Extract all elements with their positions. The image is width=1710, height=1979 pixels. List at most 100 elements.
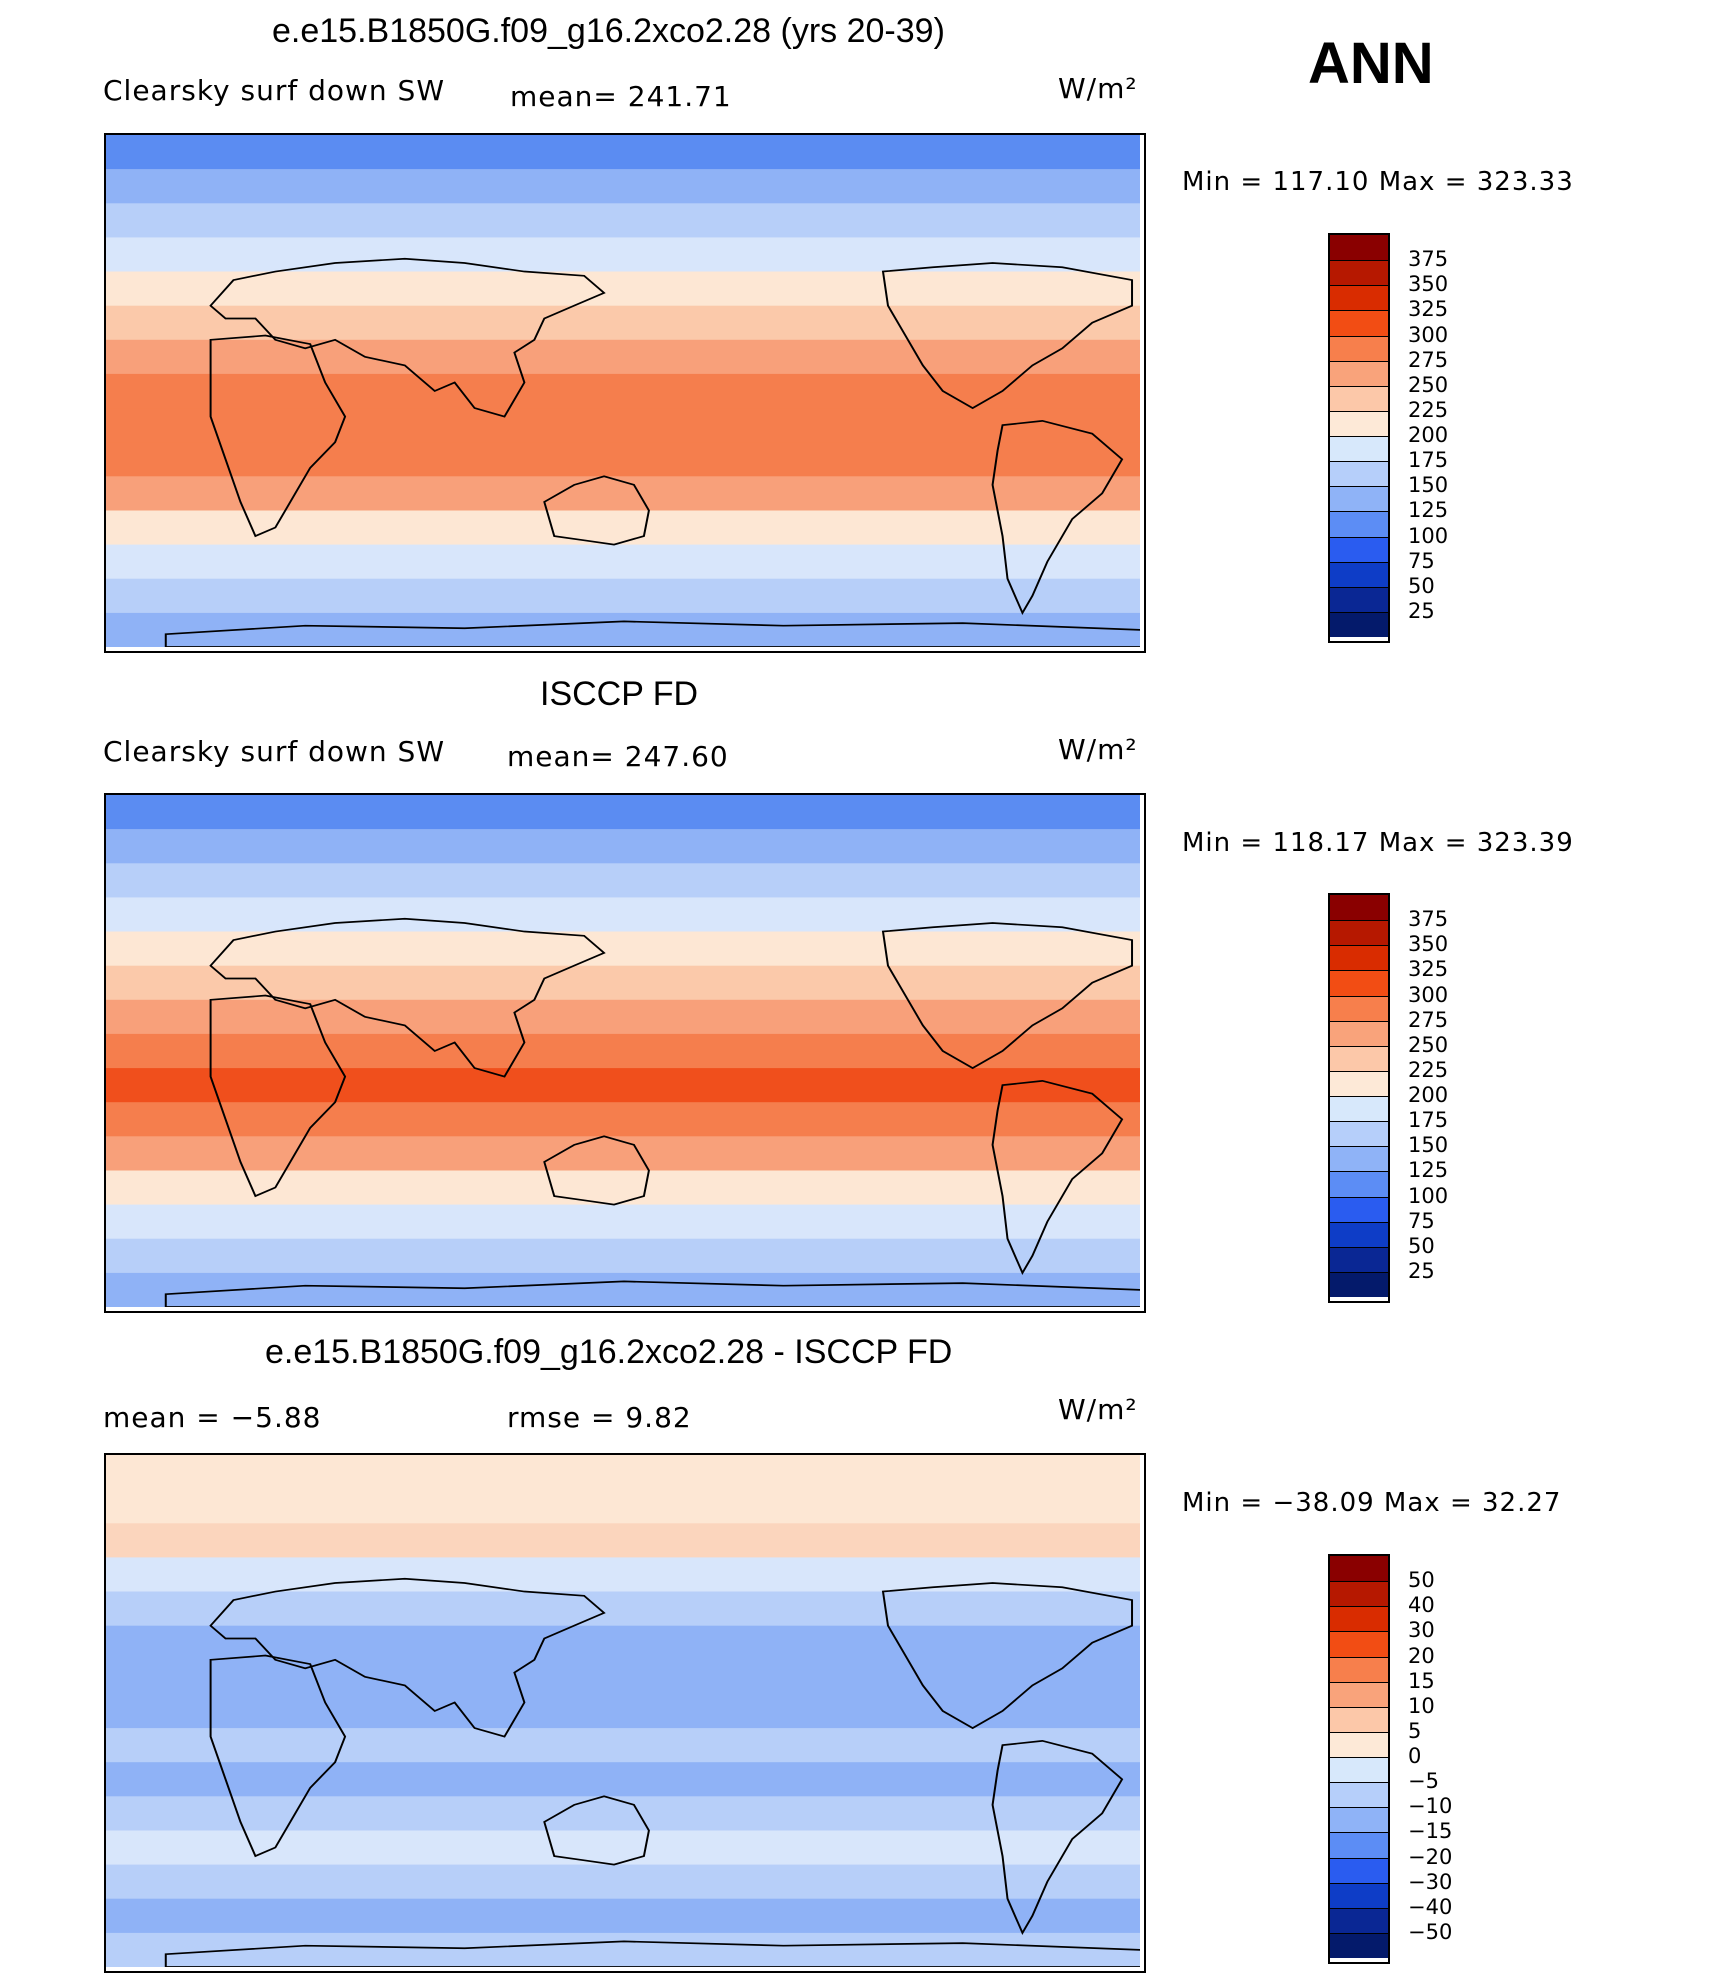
colorbar-tick-label: 375 — [1408, 247, 1449, 272]
mean-label: mean = −5.88 — [103, 1401, 322, 1434]
colorbar-box — [1330, 1706, 1388, 1732]
colorbar-box — [1330, 360, 1388, 386]
coastline — [209, 917, 606, 1078]
colorbar-box — [1330, 461, 1388, 487]
contour-band — [106, 1523, 1140, 1559]
contour-band — [106, 1625, 1140, 1661]
colorbar-box — [1330, 1932, 1388, 1958]
contour-band — [106, 1728, 1140, 1764]
colorbar-tick-label: 125 — [1408, 498, 1449, 523]
units-label: W/m² — [1058, 1393, 1138, 1426]
colorbar-box — [1330, 511, 1388, 537]
contour-band — [106, 1170, 1140, 1206]
contour-band — [106, 1762, 1140, 1798]
map-panel — [104, 1453, 1146, 1973]
colorbar-tick-label: 325 — [1408, 297, 1449, 322]
variable-label: Clearsky surf down SW — [103, 74, 446, 107]
colorbar-box — [1330, 1171, 1388, 1197]
colorbar-tick-label: 300 — [1408, 982, 1449, 1007]
colorbar: 50 40 30 20 15 10 5 0 −5 −10 −15 −20 −30 −40 −50 — [1328, 1554, 1452, 1964]
colorbar-box — [1330, 235, 1388, 261]
colorbar-box — [1330, 385, 1388, 411]
colorbar-box — [1330, 310, 1388, 336]
colorbar-box — [1330, 1096, 1388, 1122]
colorbar-box — [1330, 1020, 1388, 1046]
contour-band — [106, 1659, 1140, 1695]
variable-label: Clearsky surf down SW — [103, 735, 446, 768]
colorbar-box — [1330, 1857, 1388, 1883]
colorbar-tick-label: 350 — [1408, 272, 1449, 297]
colorbar-tick-label: 350 — [1408, 932, 1449, 957]
map-panel — [104, 133, 1146, 653]
coastline — [209, 334, 347, 538]
colorbar-tick-label: −5 — [1408, 1769, 1439, 1794]
coastline — [543, 1135, 650, 1206]
contour-band — [106, 442, 1140, 478]
contour-band — [106, 544, 1140, 580]
contour-band — [106, 1204, 1140, 1240]
contour-band — [106, 897, 1140, 933]
colorbar-box — [1330, 1782, 1388, 1808]
contour-band — [106, 1864, 1140, 1900]
contour-band — [106, 1033, 1140, 1069]
contour-band — [106, 965, 1140, 1001]
colorbar-box — [1330, 1196, 1388, 1222]
colorbar-box — [1330, 1146, 1388, 1172]
contour-band — [106, 1591, 1140, 1627]
colorbar-tick-label: 40 — [1408, 1593, 1435, 1618]
contour-band — [106, 1068, 1140, 1104]
colorbar-tick-label: 250 — [1408, 1032, 1449, 1057]
colorbar-tick-label: 175 — [1408, 1108, 1449, 1133]
contour-band — [106, 578, 1140, 614]
coastline — [164, 1940, 1140, 1967]
panel-title: ISCCP FD — [540, 675, 699, 713]
colorbar-tick-label: 20 — [1408, 1643, 1435, 1668]
colorbar-box — [1330, 1556, 1388, 1582]
colorbar: 375 350 325 300 275 250 225 200 175 150 125 100 75 50… — [1328, 893, 1448, 1303]
colorbar-tick-label: 200 — [1408, 423, 1449, 447]
contour-band — [106, 305, 1140, 341]
colorbar-box — [1330, 1882, 1388, 1908]
coastline — [164, 620, 1140, 647]
colorbar-tick-label: −50 — [1408, 1919, 1453, 1944]
contour-band — [106, 1932, 1140, 1967]
contour-band — [106, 510, 1140, 546]
colorbar-box — [1330, 436, 1388, 462]
mean-label: mean= 247.60 — [507, 740, 729, 773]
coastline — [881, 1582, 1134, 1730]
coastline — [209, 257, 606, 418]
colorbar-box — [1330, 1581, 1388, 1607]
colorbar-box — [1330, 1832, 1388, 1858]
contour-band — [106, 863, 1140, 899]
units-label: W/m² — [1058, 72, 1138, 105]
colorbar-tick-label: 0 — [1408, 1744, 1422, 1768]
colorbar-box — [1330, 1121, 1388, 1147]
contour-band — [106, 1830, 1140, 1866]
colorbar-tick-label: 200 — [1408, 1083, 1449, 1107]
colorbar-box — [1330, 1631, 1388, 1657]
colorbar-tick-label: 75 — [1408, 548, 1435, 573]
contour-band — [106, 1455, 1140, 1491]
colorbar-tick-label: 25 — [1408, 598, 1435, 623]
coastline — [209, 1577, 606, 1738]
colorbar-box — [1330, 1246, 1388, 1272]
colorbar-tick-label: 5 — [1408, 1718, 1422, 1743]
rmse-label: rmse = 9.82 — [507, 1401, 692, 1434]
contour-band — [106, 612, 1140, 647]
colorbar-box — [1330, 995, 1388, 1021]
min-max-label: Min = 117.10 Max = 323.33 — [1182, 167, 1574, 197]
colorbar-tick-label: 30 — [1408, 1618, 1435, 1643]
contour-band — [106, 999, 1140, 1035]
coastline — [209, 994, 347, 1198]
contour-band — [106, 931, 1140, 967]
panel-title: e.e15.B1850G.f09_g16.2xco2.28 (yrs 20-39… — [272, 12, 945, 50]
coastline — [881, 262, 1134, 410]
contour-band — [106, 203, 1140, 239]
panel-title: e.e15.B1850G.f09_g16.2xco2.28 - ISCCP FD — [265, 1333, 953, 1371]
contour-band — [106, 237, 1140, 273]
min-max-label: Min = 118.17 Max = 323.39 — [1182, 828, 1574, 858]
colorbar-tick-label: −10 — [1408, 1794, 1453, 1819]
contour-band — [106, 339, 1140, 375]
colorbar-tick-label: −15 — [1408, 1819, 1453, 1844]
colorbar-box — [1330, 335, 1388, 361]
